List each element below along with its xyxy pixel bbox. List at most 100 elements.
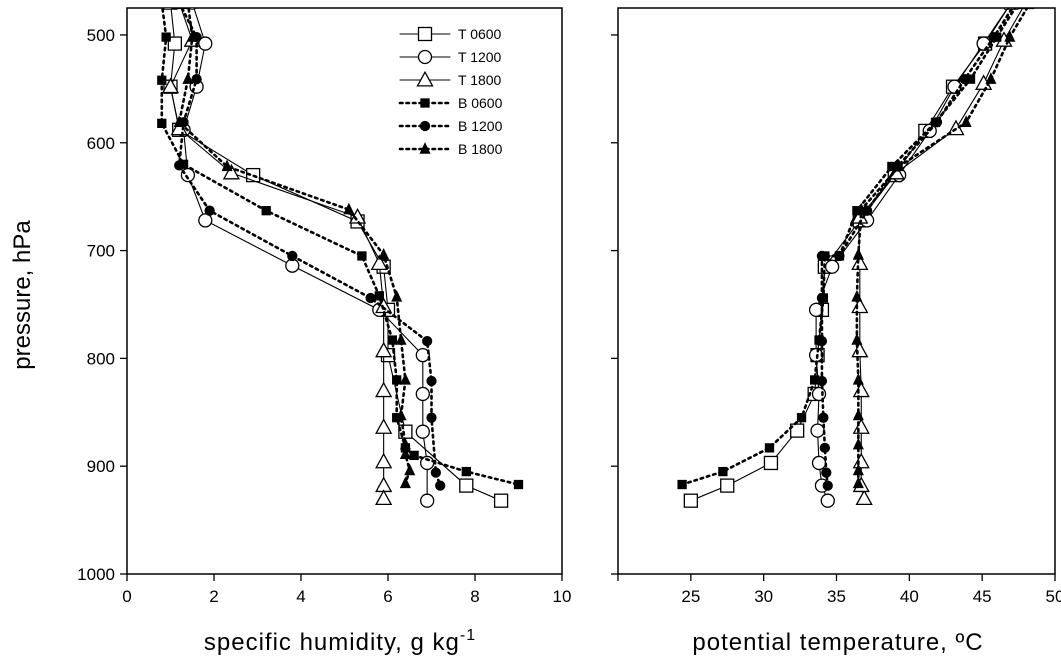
series-b-1200-point — [816, 335, 828, 347]
series-b-1800-point — [852, 437, 864, 450]
series-b-0600-point — [677, 479, 687, 490]
x-tick-label: 4 — [296, 587, 305, 606]
series-b-1800-line — [855, 8, 1029, 485]
series-b-1800-point — [173, 115, 185, 127]
series-t-1800-point — [852, 452, 870, 469]
x-tick-label: 40 — [900, 587, 919, 606]
series-group — [157, 0, 524, 508]
series-b-1200-point — [821, 467, 832, 478]
series-b-1800-point — [186, 30, 198, 42]
series-b-0600-point — [261, 206, 271, 216]
series-t-0600-point — [163, 8, 178, 10]
series-t-1200-point — [415, 347, 430, 363]
series-b-0600-point — [461, 466, 471, 477]
series-b-0600-point — [392, 375, 402, 385]
series-t-1200-point — [415, 424, 430, 439]
series-t-1800-point — [375, 381, 393, 398]
series-b-1800-point — [851, 333, 863, 345]
legend-item-b-1200-label: B 1200 — [458, 118, 503, 134]
series-t-1200-point — [820, 493, 835, 508]
series-b-0600-point — [374, 291, 384, 301]
series-b-1200 — [816, 8, 1014, 491]
y-tick-label: 700 — [87, 242, 115, 261]
series-b-1800-point — [893, 159, 905, 172]
series-b-1200-point — [816, 292, 828, 304]
series-b-1200-point — [822, 480, 833, 491]
series-t-0600-line — [169, 8, 502, 502]
series-b-1800-line — [177, 8, 412, 485]
series-t-0600-point — [720, 478, 735, 493]
series-b-1800-point — [399, 373, 411, 385]
series-b-1800-point — [960, 115, 972, 127]
series-b-1800-point — [343, 202, 355, 215]
series-t-1800-point — [855, 489, 873, 506]
x-tick-label: 10 — [553, 587, 572, 606]
series-t-1200 — [176, 8, 435, 508]
x-tick-label: 30 — [754, 587, 773, 606]
x-axis-label-left-superscript: -1 — [460, 627, 476, 644]
series-b-1800-point — [391, 290, 403, 302]
x-axis-label-right: potential temperature, ºC — [692, 629, 983, 656]
series-t-1200-line — [182, 8, 428, 502]
series-b-1200-point — [834, 250, 845, 262]
series-b-1800-point — [399, 447, 411, 460]
series-b-1800-point — [852, 247, 864, 260]
series-b-1800-point — [404, 463, 416, 476]
series-t-1800 — [849, 8, 1035, 506]
plot-frame — [126, 7, 563, 575]
series-b-1800-point — [852, 373, 864, 385]
x-tick-label: 0 — [122, 587, 131, 606]
series-group — [677, 8, 1035, 508]
series-b-1200-point — [988, 31, 999, 43]
series-b-1800-point — [378, 247, 390, 260]
y-tick-label: 900 — [87, 457, 115, 476]
x-tick-label: 25 — [681, 587, 700, 606]
right-panel-potential-temperature: 25 30 35 40 45 50 — [611, 7, 1061, 606]
series-t-1800 — [161, 8, 393, 506]
series-b-1800-point — [851, 290, 863, 302]
series-t-0600-point — [493, 493, 509, 508]
series-b-0600-point — [513, 479, 524, 490]
series-t-1800-point — [852, 381, 870, 398]
series-b-1200-point — [435, 480, 446, 491]
series-b-1200-point — [287, 250, 298, 262]
series-t-1800-point — [851, 254, 869, 271]
series-t-1200-point — [415, 386, 430, 402]
series-b-0600-point — [409, 450, 419, 461]
series-b-1800-point — [395, 333, 407, 345]
series-b-1200-line — [820, 8, 1014, 487]
legend-item-t-1800-label: T 1800 — [458, 72, 502, 88]
series-t-1800-line — [857, 8, 1024, 500]
legend-item-b-1800-label: B 1800 — [458, 141, 503, 157]
legend-item-b-1200-marker — [419, 120, 431, 132]
y-tick-label: 800 — [87, 349, 115, 368]
series-t-0600-point — [683, 493, 698, 508]
legend-item-b-0600-label: B 0600 — [458, 95, 503, 111]
series-b-1800-point — [855, 202, 867, 215]
y-tick-label: 500 — [87, 26, 115, 45]
y-axis-label: pressure, hPa — [9, 220, 36, 370]
series-t-1800-point — [161, 77, 180, 94]
legend-item-t-0600-label: T 0600 — [458, 26, 502, 42]
series-t-0600-point — [167, 36, 183, 51]
series-b-0600-point — [158, 0, 166, 7]
x-tick-label: 50 — [1046, 587, 1061, 606]
y-tick-label: 600 — [87, 134, 115, 153]
series-b-0600-point — [718, 466, 728, 477]
series-b-1200-point — [426, 412, 437, 423]
series-b-1800-point — [852, 408, 864, 421]
series-b-0600-point — [161, 32, 171, 42]
series-b-1200-point — [959, 74, 970, 85]
series-b-0600-point — [764, 443, 775, 453]
x-axis-label-left: specific humidity, g kg-1 — [204, 627, 476, 656]
series-t-1800-point — [222, 163, 240, 180]
series-t-0600 — [163, 8, 509, 508]
series-b-1800-point — [852, 463, 864, 476]
legend-item-t-0600-marker — [417, 26, 433, 42]
series-t-1800-point — [170, 8, 188, 10]
series-t-1200-point — [419, 493, 435, 508]
series-t-0600-point — [763, 455, 779, 471]
series-t-1800-point — [375, 418, 393, 434]
